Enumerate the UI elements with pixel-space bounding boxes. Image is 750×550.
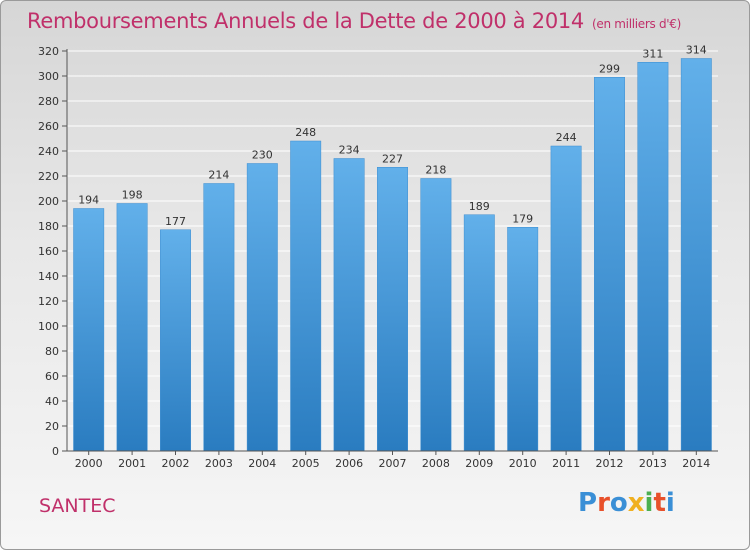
y-tick-label: 260	[38, 120, 59, 133]
x-tick-label: 2005	[292, 457, 320, 470]
y-tick-label: 80	[45, 345, 59, 358]
x-tick-label: 2011	[552, 457, 580, 470]
y-tick-label: 280	[38, 95, 59, 108]
bar	[73, 208, 105, 452]
chart-title: Remboursements Annuels de la Dette de 20…	[27, 9, 681, 33]
proxiti-logo: Proxiti	[578, 488, 675, 518]
data-label: 179	[512, 212, 533, 225]
y-tick-label: 300	[38, 70, 59, 83]
bar	[420, 178, 452, 452]
x-tick-label: 2008	[422, 457, 450, 470]
chart-title-text: Remboursements Annuels de la Dette de 20…	[27, 9, 584, 33]
y-tick-label: 140	[38, 270, 59, 283]
bar	[507, 227, 539, 452]
y-tick-label: 320	[38, 45, 59, 58]
commune-name: SANTEC	[39, 495, 116, 517]
y-tick-label: 220	[38, 170, 59, 183]
data-label: 244	[556, 131, 577, 144]
data-labels: 194 198 177 214 230 248 234 227 218 189 179 244 299 3…	[78, 44, 707, 228]
logo-letter: o	[609, 488, 628, 518]
data-label: 198	[122, 189, 143, 202]
chart-subtitle: (en milliers d'€)	[592, 17, 682, 31]
bar	[637, 62, 669, 452]
y-tick-label: 120	[38, 295, 59, 308]
logo-letter: P	[578, 488, 598, 518]
y-tick-label: 180	[38, 220, 59, 233]
bar	[377, 167, 408, 452]
x-tick-label: 2001	[118, 457, 146, 470]
data-label: 218	[425, 164, 446, 177]
x-tick-label: 2006	[335, 457, 363, 470]
data-label: 234	[339, 144, 360, 157]
y-tick-label: 100	[38, 320, 59, 333]
x-tick-label: 2004	[248, 457, 276, 470]
axes: 0 20 40 60 80 100 120 140 160 180 200 220 240 260 280 3…	[38, 45, 718, 470]
x-tick-label: 2012	[596, 457, 624, 470]
y-tick-label: 20	[45, 420, 59, 433]
bars	[73, 58, 712, 452]
bar	[594, 77, 625, 452]
x-tick-label: 2003	[205, 457, 233, 470]
bar	[333, 158, 365, 452]
y-tick-label: 0	[52, 445, 59, 458]
bar	[550, 145, 582, 452]
bar	[680, 58, 712, 452]
data-label: 189	[469, 200, 490, 213]
x-tick-label: 2010	[509, 457, 537, 470]
logo-letter: i	[665, 488, 675, 518]
y-tick-label: 60	[45, 370, 59, 383]
y-tick-label: 40	[45, 395, 59, 408]
logo-letter: r	[597, 488, 610, 518]
logo-letter: t	[653, 488, 666, 518]
data-label: 214	[208, 169, 229, 182]
bar	[160, 229, 191, 452]
data-label: 230	[252, 149, 273, 162]
data-label: 311	[642, 47, 663, 60]
x-tick-label: 2014	[682, 457, 710, 470]
x-tick-label: 2007	[379, 457, 407, 470]
bar	[246, 163, 278, 452]
bar	[203, 183, 235, 452]
data-label: 227	[382, 152, 403, 165]
logo-letter: x	[627, 488, 645, 518]
data-label: 248	[295, 126, 316, 139]
data-label: 299	[599, 62, 620, 75]
x-tick-label: 2002	[162, 457, 190, 470]
x-tick-label: 2000	[75, 457, 103, 470]
bar	[290, 140, 322, 452]
data-label: 314	[686, 44, 707, 57]
bar	[463, 214, 495, 452]
x-tick-label: 2013	[639, 457, 667, 470]
y-tick-label: 200	[38, 195, 59, 208]
x-tick-label: 2009	[465, 457, 493, 470]
bar	[116, 203, 148, 452]
y-tick-label: 160	[38, 245, 59, 258]
data-label: 177	[165, 215, 186, 228]
logo-letter: i	[644, 488, 654, 518]
y-tick-label: 240	[38, 145, 59, 158]
data-label: 194	[78, 194, 99, 207]
